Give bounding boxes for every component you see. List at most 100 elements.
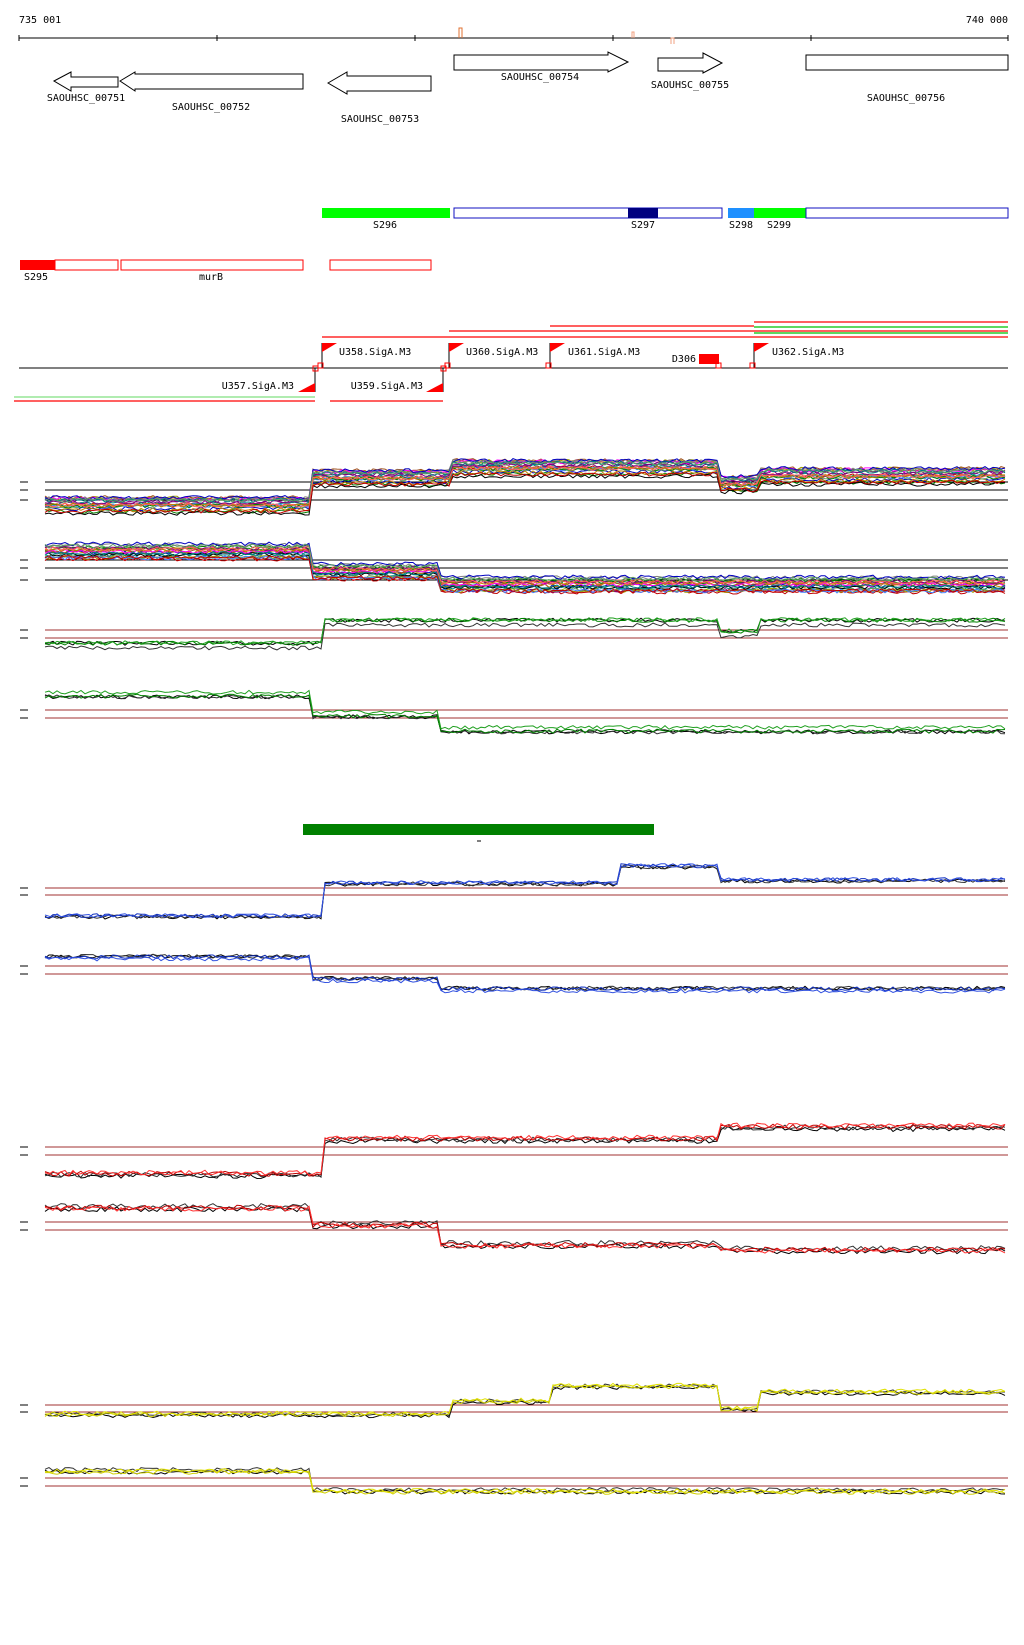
profile-minus-all-series-18 xyxy=(44,545,1006,584)
promoter-U359[interactable]: U359.SigA.M3 xyxy=(351,365,447,392)
profile-plus-red xyxy=(20,1122,1008,1180)
segment-S295[interactable] xyxy=(20,260,55,270)
profile-plus-yellow-series-0 xyxy=(44,1385,1006,1419)
expression-profiles xyxy=(20,458,1008,1495)
profile-plus-red-series-1 xyxy=(44,1124,1006,1178)
profile-minus-red-series-0 xyxy=(44,1206,1006,1255)
profile-minus-green-series-3 xyxy=(44,689,1006,730)
profile-minus-red-series-3 xyxy=(44,1205,1006,1254)
promoter-label-U361: U361.SigA.M3 xyxy=(568,347,640,358)
gene-label-00755: SAOUHSC_00755 xyxy=(651,80,729,91)
coord-start: 735 001 xyxy=(19,15,61,26)
ruler-marker-2 xyxy=(631,31,635,38)
profile-minus-all-series-12 xyxy=(44,555,1006,594)
profile-minus-blue-series-1 xyxy=(44,953,1006,991)
profile-plus-blue xyxy=(20,863,1008,920)
promoter-label-U362: U362.SigA.M3 xyxy=(772,347,844,358)
profile-minus-green-series-2 xyxy=(44,693,1006,734)
profile-minus-all-series-11 xyxy=(44,548,1006,588)
profile-minus-green-series-0 xyxy=(44,694,1006,735)
profile-plus-red-series-3 xyxy=(44,1122,1006,1176)
profile-minus-yellow-series-3 xyxy=(44,1468,1006,1494)
segment-S299[interactable] xyxy=(754,208,806,218)
profile-plus-yellow xyxy=(20,1382,1008,1419)
profile-plus-all xyxy=(20,458,1008,516)
gene-label-00753: SAOUHSC_00753 xyxy=(341,114,419,125)
ruler-ticks xyxy=(18,35,1009,41)
segment-S297[interactable] xyxy=(628,208,658,218)
profile-plus-all-series-14 xyxy=(44,471,1006,514)
segment-label-S296: S296 xyxy=(373,220,397,231)
profile-plus-green-series-2 xyxy=(44,617,1006,646)
promoter-U357[interactable]: U357.SigA.M3 xyxy=(222,365,319,392)
gene-label-00752: SAOUHSC_00752 xyxy=(172,102,250,113)
profile-minus-red xyxy=(20,1202,1008,1255)
profile-minus-green xyxy=(20,689,1008,735)
profile-plus-red-series-2 xyxy=(44,1123,1006,1177)
terminator-label-D306: D306 xyxy=(672,354,696,365)
profile-minus-yellow-series-1 xyxy=(44,1467,1006,1493)
segment-track-plus: S296 S297 S298 S299 xyxy=(322,207,1009,231)
promoter-label-U357: U357.SigA.M3 xyxy=(222,381,294,392)
profile-plus-green-series-0 xyxy=(44,617,1006,646)
profile-plus-green-series-3 xyxy=(44,617,1006,646)
gene-arrow-00754[interactable] xyxy=(453,51,630,73)
profile-plus-all-series-18 xyxy=(44,462,1006,505)
gene-track xyxy=(52,51,1009,95)
profile-plus-blue-series-3 xyxy=(44,863,1006,918)
profile-plus-green xyxy=(20,617,1008,651)
segment-label-murB: murB xyxy=(199,272,223,283)
profile-minus-blue xyxy=(20,953,1008,994)
promoter-U358[interactable]: U358.SigA.M3 xyxy=(317,343,411,369)
profile-minus-all-series-21 xyxy=(44,543,1006,582)
profile-plus-blue-series-2 xyxy=(44,863,1006,919)
ruler-marker-1 xyxy=(458,27,463,38)
promoter-label-U358: U358.SigA.M3 xyxy=(339,347,411,358)
segment-murB-2[interactable] xyxy=(329,259,432,271)
profile-plus-blue-series-0 xyxy=(44,864,1006,920)
gene-label-00756: SAOUHSC_00756 xyxy=(867,93,945,104)
profile-plus-all-series-21 xyxy=(44,460,1006,503)
promoter-label-U359: U359.SigA.M3 xyxy=(351,381,423,392)
profile-minus-yellow xyxy=(20,1467,1008,1495)
ruler-marker-3 xyxy=(670,37,675,44)
highlight-region-bar[interactable] xyxy=(303,824,654,835)
promoter-label-U360: U360.SigA.M3 xyxy=(466,347,538,358)
profile-minus-all-series-20 xyxy=(44,546,1006,585)
profile-minus-all-series-14 xyxy=(44,555,1006,594)
profile-minus-all xyxy=(20,541,1008,595)
profile-minus-yellow-series-0 xyxy=(44,1469,1006,1495)
terminator-D306[interactable]: D306 xyxy=(672,354,722,369)
gene-box-00756[interactable] xyxy=(805,54,1009,71)
gene-arrow-00755[interactable] xyxy=(657,52,724,74)
promoter-U361[interactable]: U361.SigA.M3 xyxy=(545,343,640,369)
profile-plus-all-series-17 xyxy=(44,465,1005,508)
profile-minus-all-series-19 xyxy=(44,551,1006,590)
gene-labels: SAOUHSC_00751 SAOUHSC_00752 SAOUHSC_0075… xyxy=(47,72,945,125)
profile-plus-blue-series-1 xyxy=(44,864,1006,920)
segment-S295-outline[interactable] xyxy=(54,259,119,271)
coordinate-ruler: 735 001 740 000 xyxy=(18,15,1009,44)
segment-S298[interactable] xyxy=(728,208,754,218)
gene-label-00754: SAOUHSC_00754 xyxy=(501,72,579,83)
upshift-lines xyxy=(14,321,1008,402)
segment-S299-extension[interactable] xyxy=(805,207,1009,219)
segment-S296[interactable] xyxy=(322,208,450,218)
coord-end: 740 000 xyxy=(966,15,1008,26)
segment-label-S298: S298 xyxy=(729,220,753,231)
segment-S297-outline[interactable] xyxy=(453,207,723,219)
segment-label-S299: S299 xyxy=(767,220,791,231)
profile-minus-blue-series-3 xyxy=(44,956,1006,994)
gene-label-00751: SAOUHSC_00751 xyxy=(47,93,125,104)
segment-murB[interactable] xyxy=(120,259,304,271)
profile-plus-all-series-20 xyxy=(44,465,1006,509)
profile-minus-red-series-2 xyxy=(44,1204,1006,1253)
promoter-U362[interactable]: U362.SigA.M3 xyxy=(749,343,844,369)
promoter-U360[interactable]: U360.SigA.M3 xyxy=(444,343,538,369)
profile-plus-green-series-1 xyxy=(44,622,1006,651)
gene-arrow-00751[interactable] xyxy=(52,71,119,92)
gene-arrow-00753[interactable] xyxy=(327,71,432,95)
gene-arrow-00752[interactable] xyxy=(119,71,304,92)
